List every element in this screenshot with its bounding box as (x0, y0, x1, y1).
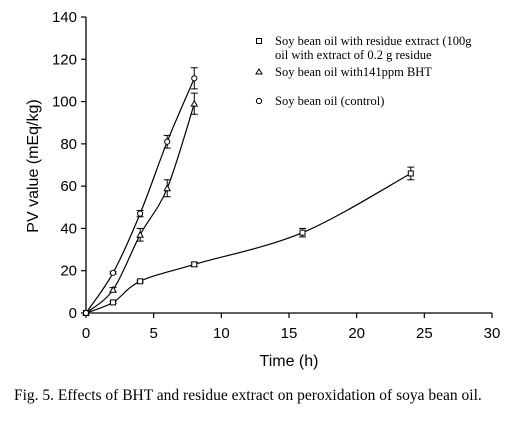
data-point-square (191, 261, 198, 268)
x-axis-ticks: 0 5 10 15 20 25 30 (82, 313, 501, 342)
data-point-triangle (190, 99, 199, 107)
x-tick-label: 20 (348, 325, 365, 342)
data-point-triangle (163, 184, 172, 192)
legend: Soy bean oil with residue extract (100g … (255, 34, 475, 108)
data-point-circle (164, 138, 171, 145)
legend-entry-bht: Soy bean oil with141ppm BHT (275, 65, 432, 79)
data-point-square (110, 299, 117, 306)
x-tick-label: 30 (484, 325, 501, 342)
y-tick-label: 120 (52, 51, 77, 68)
y-tick-label: 60 (60, 178, 77, 195)
data-point-circle (82, 309, 90, 317)
legend-marker-circle (255, 97, 263, 105)
data-point-triangle (136, 230, 144, 238)
x-tick-label: 0 (82, 325, 90, 342)
series-line-square (85, 172, 412, 314)
y-tick-label: 140 (52, 9, 77, 26)
data-point-circle (109, 269, 117, 276)
y-tick-label: 100 (52, 94, 77, 111)
chart: 0 5 10 15 20 25 30 0 20 40 60 80 100 120 140 Time (h)… (25, 9, 501, 370)
y-tick-label: 20 (60, 263, 77, 280)
data-markers (82, 75, 414, 317)
x-tick-label: 15 (281, 325, 298, 342)
legend-entry-control: Soy bean oil (control) (275, 94, 384, 108)
y-axis-title: PV value (mEq/kg) (25, 99, 42, 232)
data-point-circle (137, 210, 144, 217)
legend-entry-residue-extract: Soy bean oil with residue extract (100g … (275, 34, 475, 62)
series-line-circle (85, 78, 195, 314)
legend-entry-residue-extract-line2: oil with extract of 0.2 g residue (275, 48, 432, 62)
data-point-circle (191, 75, 198, 82)
x-tick-label: 25 (416, 325, 433, 342)
legend-marker-square (256, 38, 262, 44)
figure-caption: Fig. 5. Effects of BHT and residue extra… (14, 387, 482, 404)
data-point-square (299, 229, 306, 236)
y-axis-ticks: 0 20 40 60 80 100 120 140 (52, 9, 86, 322)
x-tick-label: 5 (149, 325, 157, 342)
x-axis-title: Time (h) (260, 353, 319, 370)
data-point-triangle (109, 285, 117, 293)
legend-marker-triangle (255, 68, 263, 75)
data-point-square (407, 170, 414, 177)
y-tick-label: 0 (69, 305, 77, 322)
y-tick-label: 40 (60, 220, 77, 237)
series-curves (85, 78, 412, 314)
legend-entry-residue-extract-line1: Soy bean oil with residue extract (100g (275, 34, 472, 48)
x-tick-label: 10 (213, 325, 230, 342)
data-point-square (137, 278, 144, 285)
y-tick-label: 80 (60, 136, 77, 153)
